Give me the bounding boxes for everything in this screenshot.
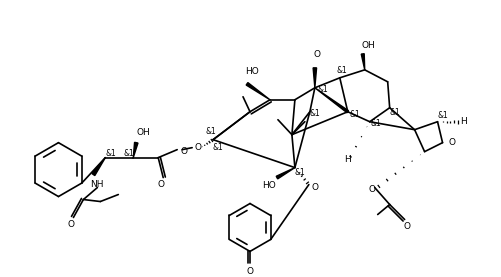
Text: H: H <box>459 117 466 126</box>
Text: NH: NH <box>91 180 104 189</box>
Text: O: O <box>313 50 320 59</box>
Polygon shape <box>361 54 364 70</box>
Text: OH: OH <box>136 128 150 137</box>
Text: &1: &1 <box>349 110 359 119</box>
Text: &1: &1 <box>370 119 380 128</box>
Polygon shape <box>133 142 138 158</box>
Polygon shape <box>276 168 294 179</box>
Text: O: O <box>180 147 187 156</box>
Text: HO: HO <box>262 181 275 190</box>
Text: &1: &1 <box>294 168 305 177</box>
Text: &1: &1 <box>212 143 223 152</box>
Text: OH: OH <box>361 41 375 50</box>
Text: O: O <box>367 185 374 194</box>
Text: O: O <box>447 138 454 147</box>
Text: &1: &1 <box>317 85 328 94</box>
Text: O: O <box>68 220 75 229</box>
Text: &1: &1 <box>436 111 447 120</box>
Text: &1: &1 <box>336 66 347 75</box>
Text: H: H <box>344 155 350 164</box>
Text: &1: &1 <box>205 127 216 136</box>
Polygon shape <box>245 83 270 100</box>
Polygon shape <box>314 88 348 113</box>
Polygon shape <box>313 68 316 88</box>
Text: &1: &1 <box>388 108 399 117</box>
Text: O: O <box>311 183 318 192</box>
Text: &1: &1 <box>309 109 320 118</box>
Text: &1: &1 <box>106 149 116 158</box>
Text: O: O <box>246 267 253 276</box>
Polygon shape <box>92 158 105 176</box>
Text: O: O <box>402 222 409 231</box>
Text: O: O <box>157 180 164 189</box>
Text: O: O <box>194 143 201 152</box>
Text: HO: HO <box>244 67 259 76</box>
Text: &1: &1 <box>124 149 134 158</box>
